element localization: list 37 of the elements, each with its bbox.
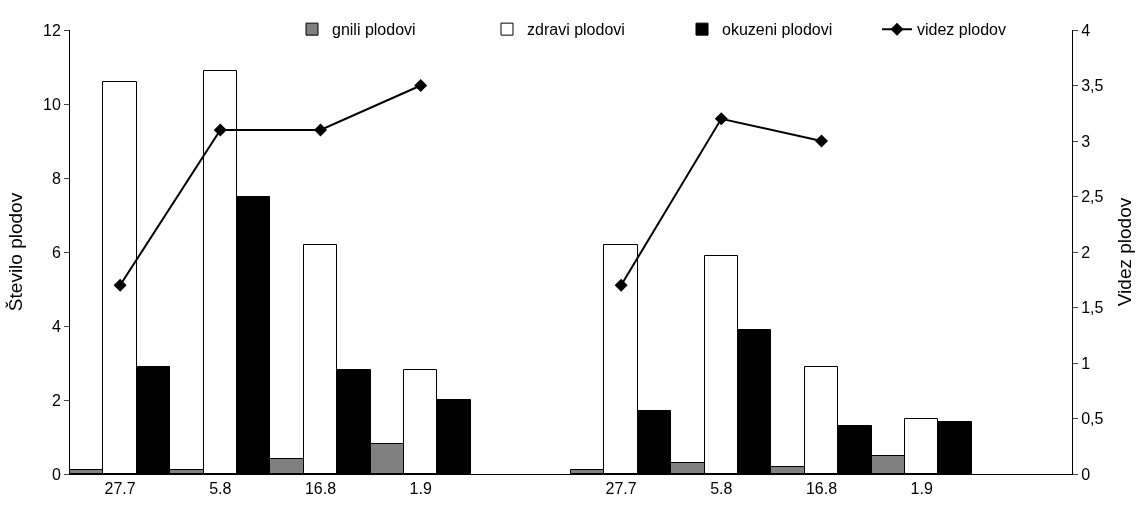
y2-tick-label: 0 — [1081, 465, 1091, 483]
y2-tick-label: 2 — [1081, 243, 1091, 261]
x-tick-label: 27.7 — [104, 480, 136, 498]
y2-tick-label: 3,5 — [1081, 77, 1104, 95]
y2-tick-label: 1 — [1081, 354, 1091, 372]
point — [714, 112, 728, 126]
y-tick-label: 2 — [51, 391, 61, 409]
y2-tick-label: 4 — [1081, 21, 1091, 39]
y2-tick-label: 0,5 — [1081, 410, 1104, 428]
y-tick-label: 6 — [51, 243, 61, 261]
x-tick-label: 5.8 — [209, 480, 232, 498]
y2-tick-label: 3 — [1081, 132, 1091, 150]
y-tick-label: 8 — [51, 169, 61, 187]
y-tick-label: 10 — [43, 95, 61, 113]
x-tick-label: 16.8 — [805, 480, 838, 498]
y2-tick-label: 2,5 — [1081, 188, 1104, 206]
y2-axis-title: Videz plodov — [1114, 197, 1136, 307]
point — [614, 278, 628, 292]
x-tick-label: 1.9 — [409, 480, 432, 498]
legend-label: gnili plodovi — [332, 21, 416, 39]
legend-label: okuzeni plodovi — [722, 21, 833, 39]
point — [213, 123, 227, 137]
point — [113, 278, 127, 292]
point — [314, 123, 327, 137]
x-tick-label: 27.7 — [605, 480, 637, 498]
x-tick-label: 16.8 — [304, 480, 337, 498]
x-tick-label: 1.9 — [910, 480, 933, 498]
y-tick-label: 0 — [51, 465, 61, 483]
x-tick-label: 5.8 — [710, 480, 733, 498]
y-axis-title: Število plodov — [4, 192, 26, 312]
point — [414, 79, 428, 92]
point — [815, 134, 828, 148]
legend-label: videz plodov — [917, 21, 1006, 39]
y-tick-label: 4 — [51, 317, 61, 335]
legend-label: zdravi plodovi — [527, 21, 625, 39]
y-tick-label: 12 — [43, 21, 61, 39]
y2-tick-label: 1,5 — [1081, 299, 1104, 317]
